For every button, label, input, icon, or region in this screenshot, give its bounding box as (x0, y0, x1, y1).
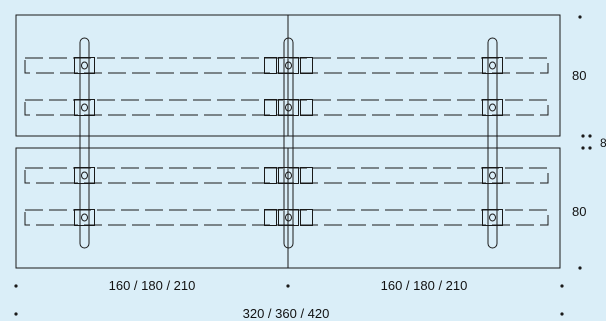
bracket-clamp (74, 57, 95, 74)
dim-gap: 8 (600, 136, 606, 150)
dashed-beams (24, 57, 549, 226)
dim-dot (560, 284, 564, 288)
bracket-clamp (482, 99, 503, 116)
dim-left-width: 160 / 180 / 210 (109, 278, 196, 293)
leg-rail-right (487, 37, 498, 249)
bracket-clamp (74, 209, 95, 226)
dim-dot (560, 312, 564, 316)
leg-rail-left (79, 37, 90, 249)
dim-dot (588, 134, 592, 138)
dim-dot (578, 266, 582, 270)
dim-total-width: 320 / 360 / 420 (243, 306, 330, 321)
leg-rail-center (283, 37, 294, 249)
bracket-clamp (74, 99, 95, 116)
dim-right-width: 160 / 180 / 210 (381, 278, 468, 293)
bracket-clamp (482, 209, 503, 226)
beam-2 (24, 99, 549, 116)
dim-dot (14, 312, 18, 316)
dim-dot (581, 134, 585, 138)
bracket-clamp (482, 167, 503, 184)
dim-bottom-height: 80 (572, 204, 586, 219)
bracket-clamp (264, 57, 313, 74)
dim-top-height: 80 (572, 68, 586, 83)
bracket-clamp (74, 167, 95, 184)
beam-1 (24, 57, 549, 74)
dim-dot (286, 284, 290, 288)
dim-dot (14, 284, 18, 288)
bracket-clamp (264, 167, 313, 184)
beam-4 (24, 209, 549, 226)
bracket-clamp (482, 57, 503, 74)
dim-dot (578, 15, 582, 19)
bracket-clamp (264, 209, 313, 226)
bracket-clamp (264, 99, 313, 116)
dim-dot (581, 146, 585, 150)
beam-3 (24, 167, 549, 184)
dim-dot (588, 146, 592, 150)
